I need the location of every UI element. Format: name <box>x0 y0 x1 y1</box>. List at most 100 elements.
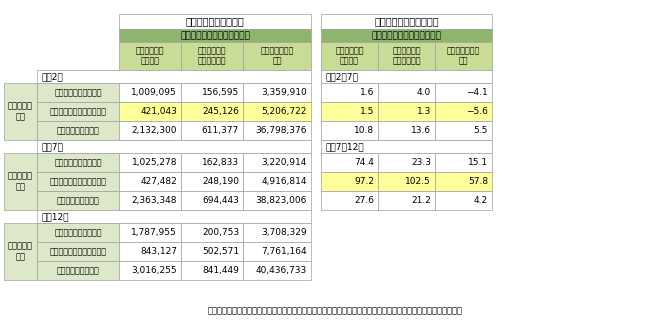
Bar <box>321 140 492 153</box>
Bar <box>119 153 181 172</box>
Text: 245,126: 245,126 <box>202 107 239 116</box>
Text: 10.8: 10.8 <box>354 126 374 135</box>
Text: 27.6: 27.6 <box>354 196 374 205</box>
Bar <box>37 102 119 121</box>
Text: 情報通信産業製造部門: 情報通信産業製造部門 <box>54 228 102 237</box>
Text: 情報通信産業サービス部門: 情報通信産業サービス部門 <box>50 177 107 186</box>
Text: 841,449: 841,449 <box>202 266 239 275</box>
Bar <box>321 70 492 83</box>
Bar <box>4 83 37 140</box>
Text: 1,787,955: 1,787,955 <box>132 228 177 237</box>
Bar <box>378 102 435 121</box>
Bar <box>37 121 119 140</box>
Text: 2,363,348: 2,363,348 <box>132 196 177 205</box>
Text: 平成2～7年: 平成2～7年 <box>325 72 358 81</box>
Bar <box>435 83 492 102</box>
Text: （波及元）関東以外の８地域: （波及元）関東以外の８地域 <box>372 31 442 40</box>
Text: 38,823,006: 38,823,006 <box>256 196 307 205</box>
Text: 情報通信産業
製造部門: 情報通信産業 製造部門 <box>136 46 164 66</box>
Text: 102.5: 102.5 <box>405 177 431 186</box>
Bar <box>37 223 119 242</box>
Bar <box>435 102 492 121</box>
Text: 3,016,255: 3,016,255 <box>132 266 177 275</box>
Text: 3,708,329: 3,708,329 <box>262 228 307 237</box>
Bar <box>378 42 435 70</box>
Bar <box>37 210 311 223</box>
Bar <box>181 83 243 102</box>
Text: 36,798,376: 36,798,376 <box>256 126 307 135</box>
Bar <box>119 242 181 261</box>
Bar <box>243 261 311 280</box>
Text: 23.3: 23.3 <box>411 158 431 167</box>
Bar <box>378 172 435 191</box>
Text: （波及元）関東以外の８地域: （波及元）関東以外の８地域 <box>180 31 250 40</box>
Bar <box>181 223 243 242</box>
Bar <box>243 153 311 172</box>
Text: 情報通信産業製造部門: 情報通信産業製造部門 <box>54 158 102 167</box>
Bar <box>378 121 435 140</box>
Text: 平成7年: 平成7年 <box>41 142 63 151</box>
Bar <box>243 102 311 121</box>
Text: 74.4: 74.4 <box>354 158 374 167</box>
Text: 生産誘発額成長率（％）: 生産誘発額成長率（％） <box>374 16 439 26</box>
Text: 3,220,914: 3,220,914 <box>262 158 307 167</box>
Bar <box>243 242 311 261</box>
Bar <box>181 121 243 140</box>
Text: 694,443: 694,443 <box>202 196 239 205</box>
Text: 情報通信以外の
産業: 情報通信以外の 産業 <box>447 46 480 66</box>
Text: 15.1: 15.1 <box>468 158 488 167</box>
Text: 1.5: 1.5 <box>360 107 374 116</box>
Text: 843,127: 843,127 <box>140 247 177 256</box>
Text: 40,436,733: 40,436,733 <box>256 266 307 275</box>
Bar <box>119 102 181 121</box>
Bar <box>321 14 492 29</box>
Bar <box>378 83 435 102</box>
Text: 502,571: 502,571 <box>202 247 239 256</box>
Text: 4,916,814: 4,916,814 <box>262 177 307 186</box>
Text: 情報通信以外の産業: 情報通信以外の産業 <box>56 196 99 205</box>
Bar <box>243 191 311 210</box>
Bar <box>321 172 378 191</box>
Bar <box>321 121 378 140</box>
Bar <box>119 42 181 70</box>
Bar <box>243 83 311 102</box>
Bar <box>37 261 119 280</box>
Text: 情報通信以外の
産業: 情報通信以外の 産業 <box>260 46 294 66</box>
Text: 平成12年: 平成12年 <box>41 212 68 221</box>
Text: 4.0: 4.0 <box>417 88 431 97</box>
Text: （出典）総務省情報通信政策研究所「情報通信による地域経済や地域産業に与えるインパクトに関する調査研究」: （出典）総務省情報通信政策研究所「情報通信による地域経済や地域産業に与えるインパ… <box>207 307 462 316</box>
Text: 5.5: 5.5 <box>474 126 488 135</box>
Text: 21.2: 21.2 <box>411 196 431 205</box>
Text: 情報通信以外の産業: 情報通信以外の産業 <box>56 266 99 275</box>
Bar <box>119 121 181 140</box>
Bar <box>378 191 435 210</box>
Text: 7,761,164: 7,761,164 <box>262 247 307 256</box>
Bar <box>378 153 435 172</box>
Text: 情報通信産業製造部門: 情報通信産業製造部門 <box>54 88 102 97</box>
Bar <box>321 42 378 70</box>
Text: 421,043: 421,043 <box>140 107 177 116</box>
Bar <box>119 172 181 191</box>
Text: （波及先）
関東: （波及先） 関東 <box>8 172 33 191</box>
Text: 427,482: 427,482 <box>140 177 177 186</box>
Bar <box>435 121 492 140</box>
Bar <box>321 83 378 102</box>
Text: −4.1: −4.1 <box>466 88 488 97</box>
Bar <box>321 153 378 172</box>
Text: （波及先）
関東: （波及先） 関東 <box>8 102 33 121</box>
Bar <box>119 223 181 242</box>
Bar <box>37 140 311 153</box>
Text: 200,753: 200,753 <box>202 228 239 237</box>
Bar <box>119 14 311 29</box>
Text: 57.8: 57.8 <box>468 177 488 186</box>
Bar <box>119 261 181 280</box>
Text: 13.6: 13.6 <box>411 126 431 135</box>
Text: 平成7～12年: 平成7～12年 <box>325 142 364 151</box>
Text: 162,833: 162,833 <box>202 158 239 167</box>
Text: 5,206,722: 5,206,722 <box>262 107 307 116</box>
Text: 156,595: 156,595 <box>202 88 239 97</box>
Text: 情報通信産業
サービス部門: 情報通信産業 サービス部門 <box>198 46 226 66</box>
Bar <box>435 191 492 210</box>
Text: 4.2: 4.2 <box>474 196 488 205</box>
Text: 1.3: 1.3 <box>417 107 431 116</box>
